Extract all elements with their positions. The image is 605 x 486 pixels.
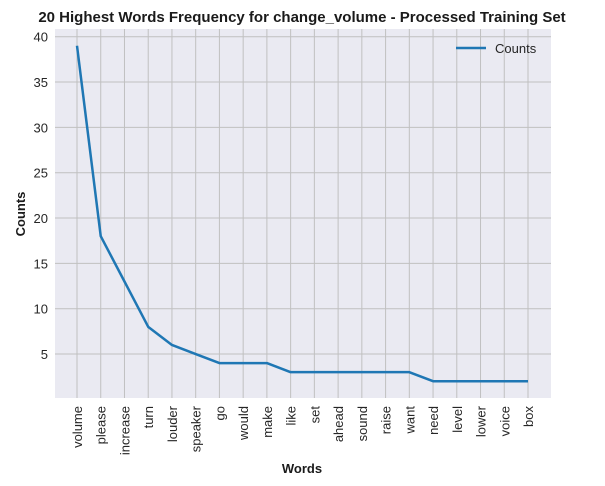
x-tick-label: voice bbox=[497, 406, 512, 436]
plot-area bbox=[55, 29, 551, 398]
y-tick-label: 20 bbox=[34, 211, 48, 226]
y-tick-label: 25 bbox=[34, 166, 48, 181]
x-axis-ticks: volume please increase turn louder speaker go w… bbox=[70, 405, 536, 455]
x-tick-label: want bbox=[402, 406, 417, 435]
x-tick-label: increase bbox=[117, 406, 132, 455]
x-tick-label: turn bbox=[141, 406, 156, 428]
x-tick-label: speaker bbox=[189, 405, 204, 452]
x-tick-label: need bbox=[426, 406, 441, 435]
chart-title: 20 Highest Words Frequency for change_vo… bbox=[38, 9, 565, 26]
grid-lines bbox=[55, 29, 551, 398]
x-tick-label: lower bbox=[474, 405, 489, 437]
series-line-counts bbox=[75, 45, 528, 383]
y-tick-label: 40 bbox=[34, 30, 48, 45]
x-tick-label: would bbox=[236, 406, 251, 441]
series-layer bbox=[75, 45, 529, 383]
y-tick-label: 5 bbox=[41, 347, 48, 362]
y-tick-label: 35 bbox=[34, 75, 48, 90]
x-tick-label: like bbox=[284, 406, 299, 426]
y-tick-label: 15 bbox=[34, 256, 48, 271]
x-axis-label: Words bbox=[282, 461, 322, 476]
x-tick-label: ahead bbox=[331, 406, 346, 442]
x-tick-label: go bbox=[212, 406, 227, 420]
x-tick-label: please bbox=[94, 406, 109, 444]
legend-label: Counts bbox=[495, 41, 537, 56]
x-tick-label: set bbox=[307, 406, 322, 424]
y-tick-label: 30 bbox=[34, 120, 48, 135]
x-tick-label: sound bbox=[355, 406, 370, 441]
x-tick-label: level bbox=[450, 406, 465, 433]
legend: Counts bbox=[456, 41, 537, 56]
x-tick-label: make bbox=[260, 406, 275, 438]
x-tick-label: louder bbox=[165, 405, 180, 442]
x-tick-label: box bbox=[521, 406, 536, 427]
x-tick-label: raise bbox=[379, 406, 394, 434]
y-tick-label: 10 bbox=[34, 302, 48, 317]
y-axis-ticks: 5 10 15 20 25 30 35 40 bbox=[34, 30, 48, 362]
y-axis-label: Counts bbox=[13, 192, 28, 237]
x-tick-label: volume bbox=[70, 406, 85, 448]
